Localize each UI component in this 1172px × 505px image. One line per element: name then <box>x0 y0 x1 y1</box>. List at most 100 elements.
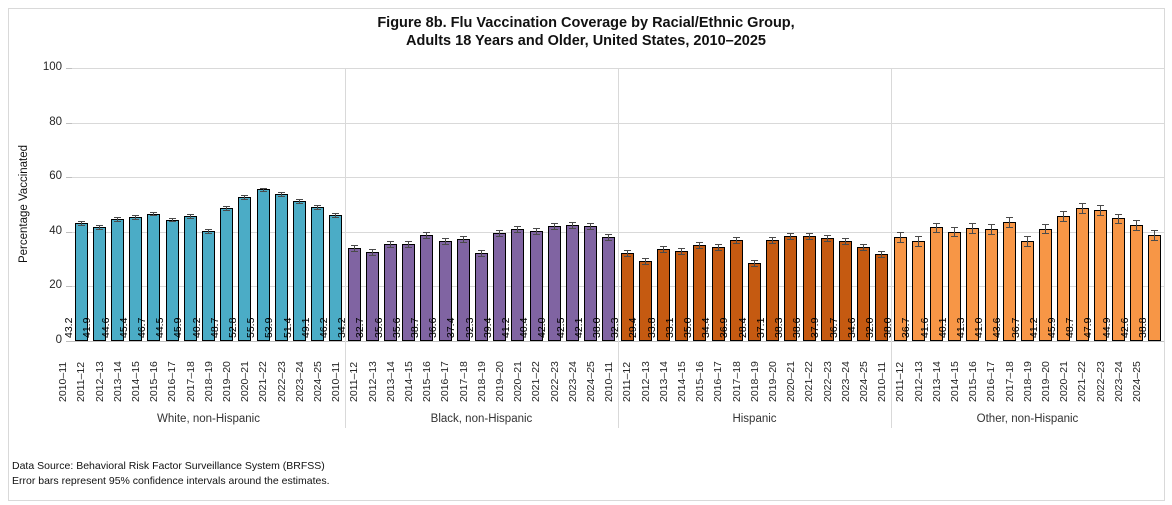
error-bar-cap-bottom <box>532 233 540 235</box>
x-tick-label: 2010–11 <box>57 361 70 402</box>
x-tick-label: 2012–13 <box>639 361 652 402</box>
bar-value-label: 36.9 <box>718 317 731 338</box>
y-tick-mark-0 <box>66 341 72 342</box>
error-bar-cap-bottom <box>77 224 85 226</box>
error-bar <box>481 249 482 256</box>
error-bar <box>954 226 956 237</box>
error-bar-cap-top <box>969 223 977 225</box>
error-bar-cap-bottom <box>1005 226 1013 228</box>
error-bar-cap-top <box>496 230 504 232</box>
bar-value-label: 40.4 <box>518 317 531 338</box>
bar-value-label: 35.6 <box>372 317 385 338</box>
bar-value-label: 29.4 <box>627 317 640 338</box>
bar-value-label: 38.0 <box>882 317 895 338</box>
bar-value-label: 28.4 <box>736 317 749 338</box>
x-tick-label: 2024–25 <box>311 361 324 402</box>
error-bar <box>1063 210 1065 221</box>
error-bar-cap-top <box>1042 223 1050 225</box>
x-tick-label: 2017–18 <box>457 361 470 402</box>
error-bar <box>590 223 592 230</box>
error-bar-cap-top <box>569 221 576 223</box>
error-bar-cap-bottom <box>514 231 522 233</box>
x-tick-label: 2023–24 <box>1112 361 1125 402</box>
error-bar <box>845 237 846 244</box>
error-bar <box>572 221 573 228</box>
error-bar <box>262 187 264 192</box>
x-tick-label: 2016–17 <box>712 361 725 402</box>
bar-value-label: 53.9 <box>263 317 276 338</box>
x-tick-label: 2017–18 <box>184 361 197 402</box>
error-bar-cap-top <box>1005 217 1013 219</box>
error-bar <box>663 245 664 252</box>
error-bar-cap-top <box>1060 210 1068 212</box>
error-bar-cap-bottom <box>132 218 140 220</box>
error-bar-cap-top <box>605 234 613 236</box>
x-tick-label: 2015–16 <box>148 361 161 402</box>
error-bar <box>772 236 774 243</box>
panel-label: White, non-Hispanic <box>157 413 260 425</box>
error-bar-cap-bottom <box>605 240 613 242</box>
error-bar-cap-bottom <box>914 245 922 247</box>
bar-value-label: 40.1 <box>936 317 949 338</box>
error-bar-cap-bottom <box>787 239 795 241</box>
error-bar <box>863 243 865 250</box>
y-tick-label-0: 0 <box>55 334 62 346</box>
error-bar <box>408 240 410 247</box>
error-bar-cap-bottom <box>623 255 631 257</box>
error-bar-cap-top <box>277 191 285 193</box>
panel-separator <box>891 68 892 428</box>
x-tick-label: 2014–15 <box>675 361 688 402</box>
error-bar-cap-bottom <box>314 208 322 210</box>
error-bar <box>426 232 428 239</box>
bar-value-label: 41.2 <box>499 317 512 338</box>
error-bar <box>735 237 737 244</box>
error-bar-cap-bottom <box>150 215 158 217</box>
x-tick-label: 2017–18 <box>1003 361 1016 402</box>
error-bar-cap-bottom <box>842 243 849 245</box>
bar-value-label: 46.2 <box>317 317 330 338</box>
error-bar <box>553 223 555 230</box>
error-bar <box>280 191 282 196</box>
error-bar <box>444 238 446 245</box>
bar-value-label: 41.9 <box>81 317 94 338</box>
error-bar-cap-bottom <box>350 250 358 252</box>
bar-value-label: 46.7 <box>135 317 148 338</box>
x-tick-label: 2011–12 <box>894 361 907 402</box>
x-tick-label: 2014–15 <box>948 361 961 402</box>
bar-value-label: 44.5 <box>154 317 167 338</box>
error-bar-cap-bottom <box>933 232 940 234</box>
error-bar <box>226 206 228 210</box>
error-bar <box>135 215 137 219</box>
x-tick-label: 2016–17 <box>166 361 179 402</box>
error-bar-cap-bottom <box>678 253 686 255</box>
error-bar-cap-top <box>168 217 176 219</box>
bar-value-label: 35.0 <box>681 317 694 338</box>
error-bar-cap-top <box>314 205 322 207</box>
error-bar <box>189 213 191 218</box>
error-bar-cap-bottom <box>423 238 431 240</box>
bar-value-label: 47.9 <box>1082 317 1095 338</box>
error-bar <box>244 194 246 199</box>
error-bar-cap-bottom <box>1115 223 1122 225</box>
error-bar-cap-bottom <box>186 217 194 219</box>
x-tick-label: 2020–21 <box>785 361 798 402</box>
error-bar-cap-bottom <box>714 250 722 252</box>
error-bar-cap-bottom <box>696 248 704 250</box>
error-bar-cap-bottom <box>241 198 249 200</box>
error-bar <box>917 235 919 246</box>
error-bar-cap-bottom <box>296 202 303 204</box>
error-bar-cap-top <box>441 238 449 240</box>
error-bar-cap-bottom <box>114 221 121 223</box>
error-bar <box>626 249 628 256</box>
x-tick-label: 2010–11 <box>876 361 889 402</box>
x-tick-label: 2014–15 <box>129 361 142 402</box>
bar-value-label: 38.3 <box>772 317 785 338</box>
error-bar-cap-top <box>787 233 795 235</box>
x-tick-label: 2022–23 <box>548 361 561 402</box>
error-bar <box>1081 203 1083 213</box>
error-bar-cap-bottom <box>1151 239 1159 241</box>
error-bar-cap-top <box>1115 213 1122 215</box>
x-tick-label: 2016–17 <box>439 361 452 402</box>
error-bar-cap-top <box>77 221 85 223</box>
error-bar-cap-bottom <box>259 191 267 193</box>
